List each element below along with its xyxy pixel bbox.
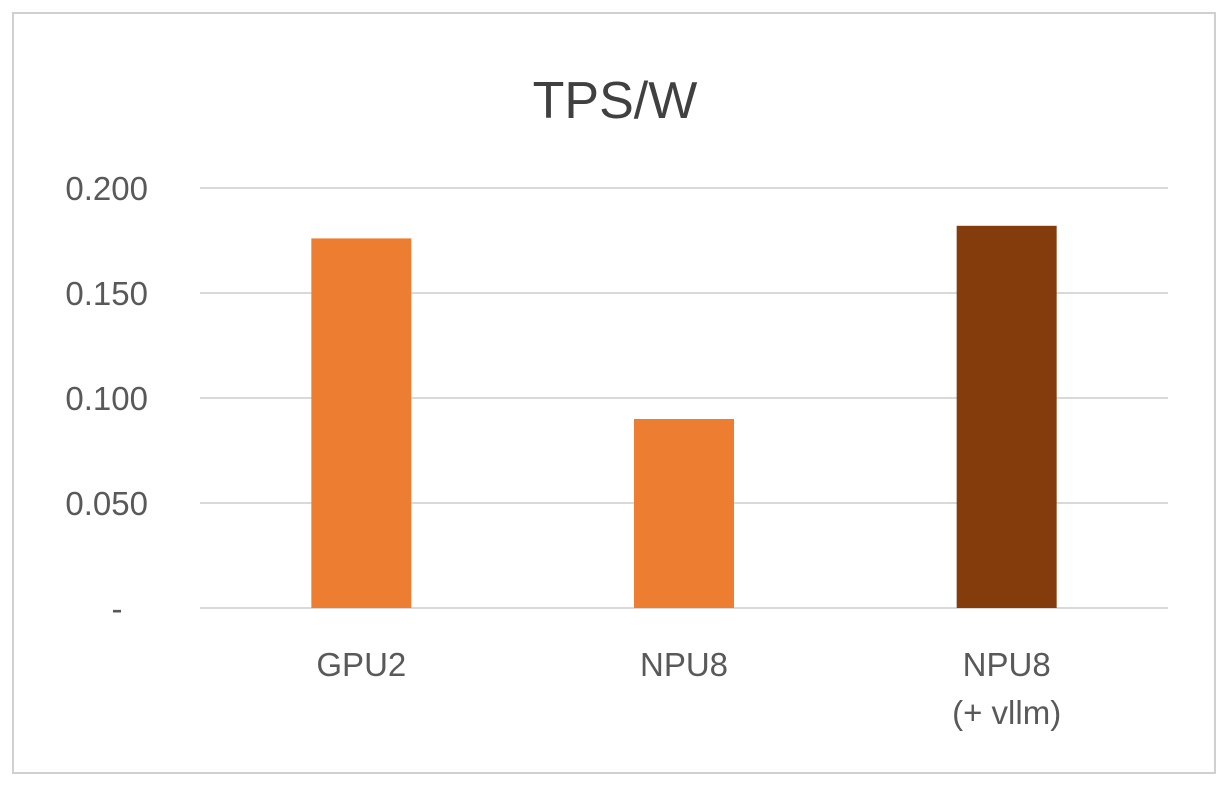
bar [634, 419, 734, 608]
x-category-label: GPU2 [316, 646, 406, 683]
chart-title: TPS/W [533, 72, 698, 130]
y-tick-label: 0.150 [65, 275, 148, 312]
bars [311, 225, 1057, 609]
x-category-label-line: NPU8 [640, 646, 728, 683]
x-category-label: NPU8 (+ vllm) [952, 646, 1061, 731]
y-tick-label: 0.050 [65, 485, 148, 522]
x-category-label-line: GPU2 [316, 646, 406, 683]
y-axis-ticks: - 0.050 0.100 0.150 0.200 [65, 170, 148, 627]
y-tick-label: 0.100 [65, 380, 148, 417]
bar [956, 225, 1057, 609]
x-category-label: NPU8 [640, 646, 728, 683]
x-category-label-line: NPU8 [963, 646, 1051, 683]
y-tick-label: 0.200 [65, 170, 148, 207]
x-category-label-line: (+ vllm) [952, 694, 1061, 731]
x-axis-categories: GPU2 NPU8 NPU8 (+ vllm) [316, 646, 1061, 731]
y-tick-label: - [112, 590, 123, 627]
bar [311, 238, 412, 608]
